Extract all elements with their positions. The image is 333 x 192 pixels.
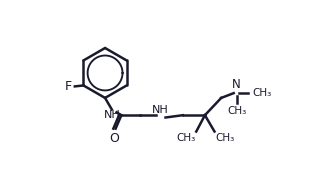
- Text: O: O: [110, 132, 120, 145]
- Text: CH₃: CH₃: [215, 133, 235, 143]
- Text: NH: NH: [104, 110, 120, 120]
- Text: CH₃: CH₃: [176, 133, 195, 143]
- Text: CH₃: CH₃: [252, 88, 271, 98]
- Text: F: F: [65, 80, 72, 93]
- Text: N: N: [232, 78, 241, 91]
- Text: NH: NH: [153, 105, 169, 115]
- Text: CH₃: CH₃: [227, 106, 246, 116]
